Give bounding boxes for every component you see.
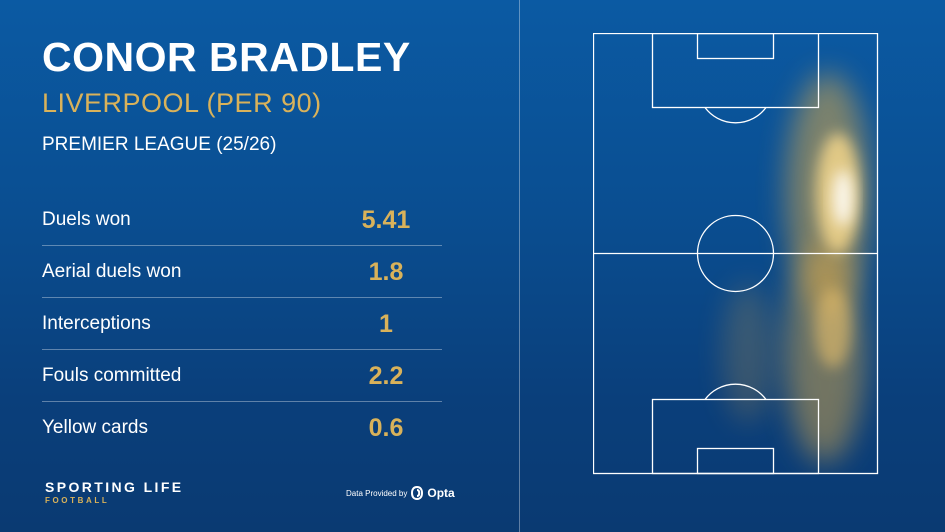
stat-row: Fouls committed 2.2 — [42, 350, 442, 402]
stat-label: Interceptions — [42, 313, 151, 334]
credit-text: Data Provided by — [346, 488, 408, 498]
pitch-lines — [593, 33, 879, 475]
pitch-heatmap — [593, 33, 879, 475]
brand-logo: SPORTING LIFE FOOTBALL — [45, 479, 184, 505]
heat-zone-peak — [833, 170, 853, 226]
stat-label: Duels won — [42, 209, 131, 230]
stat-value: 2.2 — [368, 362, 404, 390]
stat-value: 0.6 — [368, 414, 404, 442]
opta-logo-icon — [411, 486, 424, 500]
stat-row: Duels won 5.41 — [42, 194, 442, 246]
team-subtitle: LIVERPOOL (PER 90) — [42, 88, 322, 118]
stats-table: Duels won 5.41 Aerial duels won 1.8 Inte… — [42, 194, 442, 453]
heat-zone-secondary — [815, 288, 851, 368]
competition-label: PREMIER LEAGUE (25/26) — [42, 134, 277, 155]
panel-divider — [519, 0, 520, 532]
stat-row: Aerial duels won 1.8 — [42, 246, 442, 298]
stat-row: Interceptions 1 — [42, 298, 442, 350]
stat-label: Yellow cards — [42, 417, 148, 438]
data-credit: Data Provided by Opta — [346, 486, 455, 500]
brand-name: SPORTING LIFE — [45, 479, 184, 495]
brand-section: FOOTBALL — [45, 496, 110, 505]
stat-label: Aerial duels won — [42, 261, 182, 282]
opta-label: Opta — [427, 486, 455, 500]
player-name: CONOR BRADLEY — [42, 34, 411, 80]
stat-value: 5.41 — [361, 206, 411, 234]
stat-label: Fouls committed — [42, 365, 182, 386]
stat-value: 1 — [379, 310, 393, 338]
stat-value: 1.8 — [368, 258, 404, 286]
heat-zones — [723, 73, 870, 463]
stat-row: Yellow cards 0.6 — [42, 402, 442, 453]
heat-zone-low-strip — [723, 283, 773, 423]
